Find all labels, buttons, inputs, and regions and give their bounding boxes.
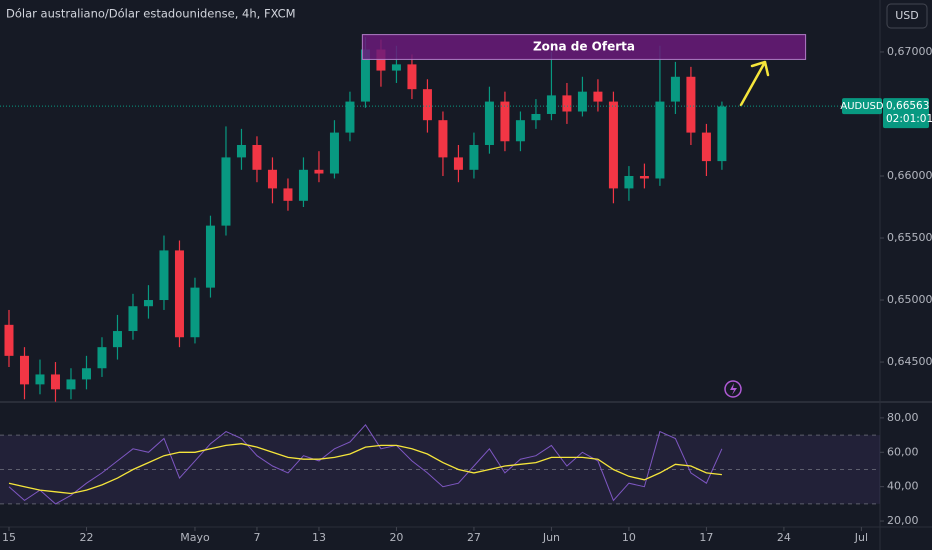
candle-body — [500, 101, 510, 142]
y-tick-label: 0,67000 — [887, 45, 932, 58]
alert-bolt — [730, 383, 737, 395]
candle-body — [205, 225, 215, 288]
x-tick-label: 10 — [622, 531, 636, 544]
candle-body — [50, 374, 60, 390]
x-tick-label: 17 — [699, 531, 713, 544]
candle-body — [360, 49, 370, 102]
candle-body — [546, 95, 556, 114]
candle-body — [422, 89, 432, 121]
candle-body — [577, 91, 587, 112]
price-tag — [883, 98, 929, 129]
countdown-label: 02:01:01 — [886, 113, 932, 125]
x-tick-label: 15 — [2, 531, 16, 544]
candle-body — [469, 144, 479, 170]
y-tick-label: 0,64500 — [887, 355, 932, 368]
candle-body — [453, 157, 463, 170]
x-tick-label: 22 — [79, 531, 93, 544]
candle-body — [593, 91, 603, 102]
candle-body — [267, 169, 277, 189]
candle-body — [655, 101, 665, 179]
candle-body — [345, 101, 355, 133]
candle-body — [376, 49, 386, 71]
candle-body — [252, 144, 262, 170]
candle-body — [639, 176, 649, 179]
x-tick-label: 20 — [389, 531, 403, 544]
series-line — [8, 443, 722, 495]
candle-body — [701, 132, 711, 162]
candle-body — [608, 101, 618, 189]
alert-icon[interactable] — [724, 380, 742, 398]
chart-title: Dólar australiano/Dólar estadounidense, … — [6, 7, 296, 21]
x-tick-label: 7 — [253, 531, 260, 544]
currency-label: USD — [895, 9, 919, 22]
last-price-label: 0,66563 — [886, 100, 929, 112]
y-tick-label: 0,65000 — [887, 293, 932, 306]
candle-body — [143, 300, 153, 307]
symbol-tag — [842, 98, 882, 115]
y-tick-label: 0,65500 — [887, 231, 932, 244]
candle-body — [531, 113, 541, 121]
candle-body — [391, 64, 401, 71]
candle-body — [221, 157, 231, 226]
supply-zone-label: Zona de Oferta — [533, 40, 635, 54]
candle-body — [128, 306, 138, 332]
y-tick-label: 0,66000 — [887, 169, 932, 182]
candle-body — [81, 368, 91, 380]
candle-body — [190, 287, 200, 338]
candle-body — [236, 144, 246, 158]
currency-button[interactable] — [886, 3, 928, 29]
x-tick-label: 27 — [467, 531, 481, 544]
y-tick-label: 20,00 — [887, 514, 919, 527]
candle-body — [484, 101, 494, 145]
y-tick-label: 40,00 — [887, 480, 919, 493]
candle-body — [407, 64, 417, 90]
candle-body — [283, 188, 293, 201]
arrow — [739, 60, 770, 107]
y-tick-label: 80,00 — [887, 411, 919, 424]
candle-body — [717, 106, 727, 162]
x-tick-label: 13 — [312, 531, 326, 544]
candle-body — [314, 169, 324, 174]
candle-body — [35, 374, 45, 385]
x-tick-label: 24 — [777, 531, 791, 544]
candle-body — [174, 250, 184, 338]
candle-body — [112, 331, 122, 348]
x-tick-label: Jul — [854, 531, 868, 544]
x-tick-label: Mayo — [180, 531, 210, 544]
candle-body — [66, 379, 76, 390]
candle-body — [19, 355, 29, 385]
candle-body — [670, 76, 680, 102]
candle-body — [686, 76, 696, 133]
symbol-label: AUDUSD — [840, 101, 884, 112]
candle-body — [298, 169, 308, 201]
candle-body — [624, 176, 634, 189]
y-tick-label: 60,00 — [887, 445, 919, 458]
candle-body — [329, 132, 339, 174]
candle-body — [97, 347, 107, 369]
series-line — [8, 423, 723, 505]
candle-body — [515, 120, 525, 142]
candle-body — [438, 120, 448, 158]
supply-zone — [361, 34, 807, 60]
candle-body — [159, 250, 169, 301]
candle-body — [4, 324, 14, 356]
candle-body — [562, 95, 572, 112]
x-tick-label: Jun — [542, 531, 560, 544]
